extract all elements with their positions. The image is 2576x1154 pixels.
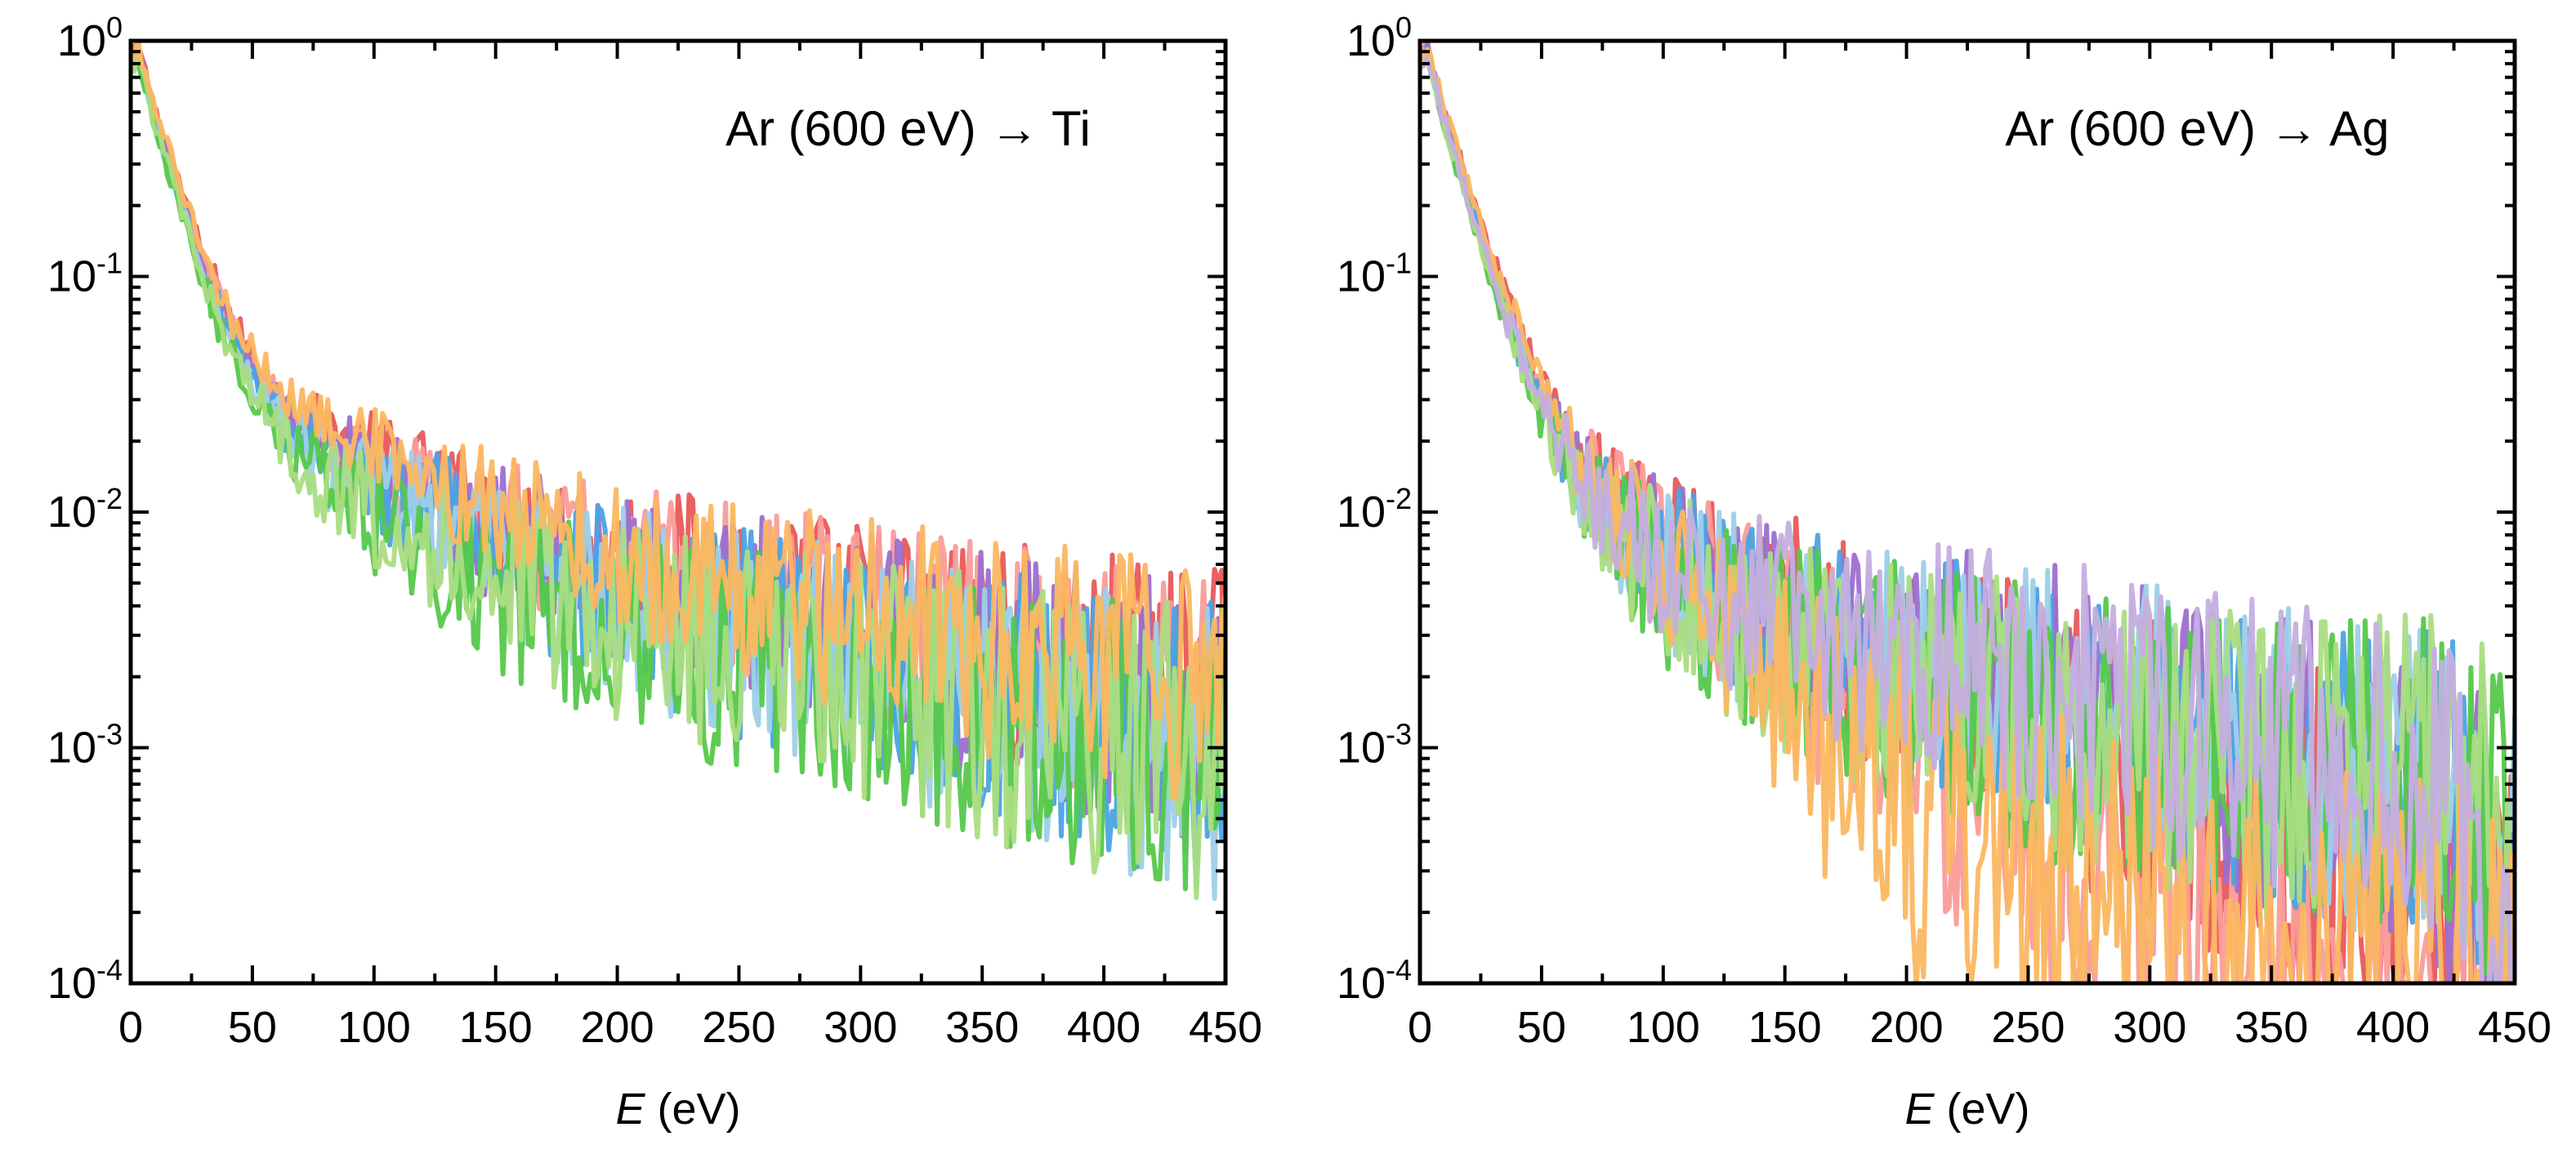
- x-tick-label: 250: [1991, 1003, 2065, 1052]
- series-line-8: [131, 41, 1225, 802]
- y-tick-label: 100: [57, 11, 123, 65]
- x-axis-label: E (eV): [1904, 1085, 2029, 1134]
- x-tick-label: 450: [2478, 1003, 2551, 1052]
- ticks: [1418, 39, 2516, 985]
- x-tick-label: 200: [1870, 1003, 1944, 1052]
- x-tick-label: 200: [581, 1003, 654, 1052]
- series-line-7: [131, 42, 1225, 901]
- x-tick-label: 400: [1067, 1003, 1141, 1052]
- y-tick-label: 10-2: [1337, 482, 1412, 537]
- panel-title: Ar (600 eV) → Ag: [2005, 101, 2389, 156]
- x-tick-label: 450: [1189, 1003, 1262, 1052]
- y-tick-label: 10-4: [47, 953, 123, 1008]
- x-tick-label: 150: [459, 1003, 533, 1052]
- series-group: [131, 41, 1225, 902]
- y-tick-label: 10-3: [47, 718, 123, 773]
- y-tick-label: 10-1: [1337, 247, 1412, 301]
- x-tick-label: 300: [824, 1003, 897, 1052]
- x-tick-label: 400: [2356, 1003, 2430, 1052]
- y-tick-label: 10-1: [47, 247, 123, 301]
- series-line-6: [131, 54, 1225, 892]
- x-tick-label: 350: [2234, 1003, 2308, 1052]
- series-line-8: [1420, 47, 2515, 983]
- y-tick-label: 10-3: [1337, 718, 1412, 773]
- x-tick-label: 0: [118, 1003, 143, 1052]
- x-tick-label: 150: [1748, 1003, 1822, 1052]
- x-tick-label: 250: [702, 1003, 775, 1052]
- x-tick-label: 100: [1627, 1003, 1700, 1052]
- x-tick-label: 100: [337, 1003, 411, 1052]
- y-tick-label: 10-2: [47, 482, 123, 537]
- ticks: [129, 39, 1227, 985]
- y-tick-label: 100: [1346, 11, 1412, 65]
- x-tick-label: 350: [945, 1003, 1019, 1052]
- series-line-9: [1420, 56, 2515, 983]
- x-tick-label: 50: [1517, 1003, 1566, 1052]
- x-axis-label: E (eV): [615, 1085, 740, 1134]
- panel-title: Ar (600 eV) → Ti: [725, 101, 1091, 156]
- x-tick-label: 50: [228, 1003, 277, 1052]
- panel-ag: 0 50 100 150 200 250 300 350 400 450 100 10-1 10-2 10…: [1337, 11, 2551, 1134]
- x-tick-label: 0: [1408, 1003, 1432, 1052]
- panel-ti: 0 50 100 150 200 250 300 350 400 450 100 10-1 10-2 10…: [47, 11, 1262, 1134]
- series-group: [1420, 41, 2515, 983]
- y-tick-label: 10-4: [1337, 953, 1412, 1008]
- x-tick-label: 300: [2113, 1003, 2186, 1052]
